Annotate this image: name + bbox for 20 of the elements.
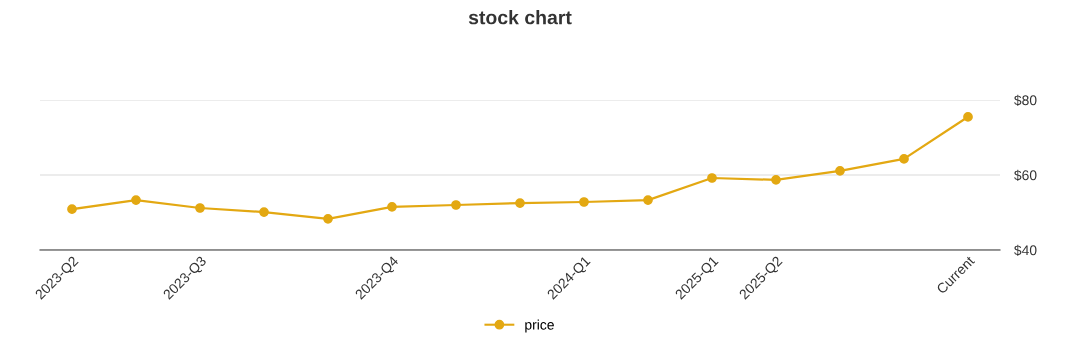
point [643,195,653,205]
point [67,204,77,214]
point [515,198,525,208]
point [707,173,717,183]
y-tick-label: $80 [1014,94,1037,106]
point [195,203,205,213]
point [771,175,781,185]
point [899,154,909,164]
point [131,195,141,205]
point [579,197,589,207]
point [323,214,333,224]
point [963,112,973,122]
point [451,200,461,210]
point [387,202,397,212]
legend-label: price [525,319,554,333]
y-tick-label: $60 [1014,169,1037,181]
chart-title: stock chart [468,10,572,25]
y-tick-label: $40 [1014,244,1037,256]
point [259,207,269,217]
point [835,166,845,176]
